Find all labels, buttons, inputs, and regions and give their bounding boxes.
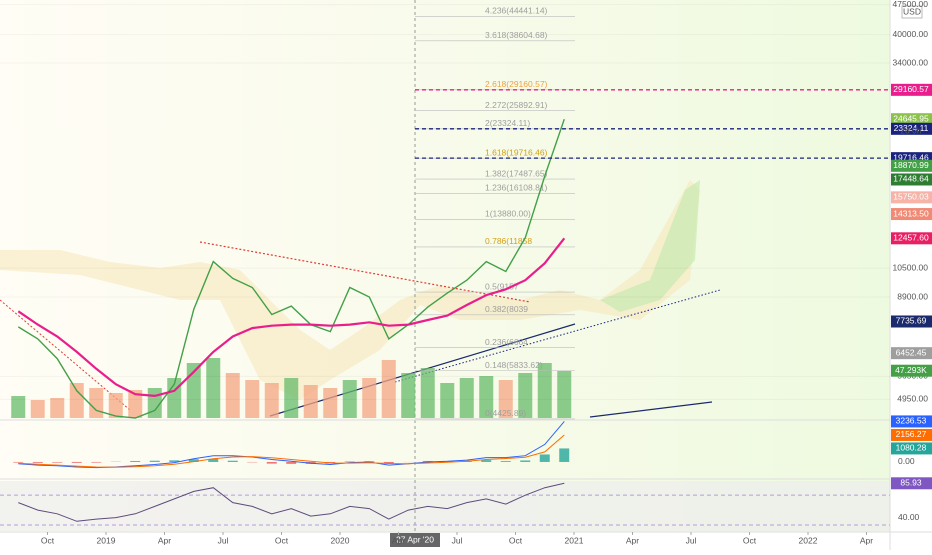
fib-label: 1.236(16108.81)	[485, 183, 548, 193]
macd-histogram-bar	[72, 462, 82, 463]
macd-tag: 2156.27	[896, 429, 927, 439]
volume-bar	[70, 383, 84, 418]
fib-label: 0.148(5833.62)	[485, 360, 543, 370]
volume-bar	[362, 378, 376, 418]
volume-bar	[50, 398, 64, 418]
macd-histogram-bar	[559, 448, 569, 462]
price-tag: 24645.95	[893, 113, 929, 123]
rsi-background	[0, 481, 890, 531]
volume-tag: 47.293K	[895, 365, 927, 375]
macd-histogram-bar	[345, 461, 355, 462]
price-tag: 12457.60	[893, 233, 929, 243]
y-tick-label: 40.00	[898, 512, 920, 522]
price-tag: 14313.50	[893, 208, 929, 218]
macd-histogram-bar	[150, 461, 160, 462]
y-tick-label: 34000.00	[893, 57, 929, 67]
volume-bar	[323, 388, 337, 418]
fib-label: 3.618(38604.68)	[485, 30, 548, 40]
volume-bar	[31, 400, 45, 418]
macd-histogram-bar	[91, 462, 101, 463]
fib-label: 4.236(44441.14)	[485, 6, 548, 16]
macd-histogram-bar	[52, 462, 62, 463]
macd-tag: 3236.53	[896, 416, 927, 426]
fib-label: 2.272(25892.91)	[485, 100, 548, 110]
fib-label: 2.618(29160.57)	[485, 79, 548, 89]
x-tick-label: 2021	[565, 535, 584, 545]
volume-bar	[284, 378, 298, 418]
rsi-tag: 85.93	[900, 478, 922, 488]
x-tick-label: Jul	[218, 535, 229, 545]
volume-bar	[226, 373, 240, 418]
price-tag: 6452.45	[896, 347, 927, 357]
y-tick-label: 4950.00	[897, 394, 928, 404]
x-tick-label: 2022	[799, 535, 818, 545]
volume-bar	[538, 363, 552, 418]
macd-histogram-bar	[481, 460, 491, 462]
x-tick-label: Jul	[686, 535, 697, 545]
y-tick-label: 40000.00	[893, 29, 929, 39]
price-tag: 18870.99	[893, 160, 929, 170]
x-tick-label: Oct	[41, 535, 55, 545]
volume-bar	[304, 385, 318, 418]
volume-bar	[421, 368, 435, 418]
x-tick-label: Oct	[275, 535, 289, 545]
fib-label: 2(23324.11)	[485, 118, 530, 128]
macd-histogram-bar	[520, 460, 530, 462]
volume-bar	[265, 383, 279, 418]
macd-histogram-bar	[286, 462, 296, 464]
fib-label: 1.382(17487.65)	[485, 168, 548, 178]
y-tick-label: 47500.00	[893, 0, 929, 9]
price-tag: 7735.69	[896, 316, 927, 326]
y-tick-label: 8900.00	[897, 291, 928, 301]
macd-histogram-bar	[13, 462, 23, 463]
macd-histogram-bar	[228, 461, 238, 462]
macd-histogram-bar	[267, 462, 277, 464]
x-tick-label: 2020	[331, 535, 350, 545]
fib-label: 1(13880.00)	[485, 209, 531, 219]
x-tick-label: Oct	[509, 535, 523, 545]
countdown: 2d 0h	[900, 125, 922, 135]
fib-label: 1.618(19716.46)	[485, 147, 548, 157]
volume-bar	[382, 360, 396, 418]
fib-label: 0(4425.89)	[485, 408, 526, 418]
x-tick-label: Jul	[452, 535, 463, 545]
y-tick-label: 10500.00	[893, 262, 929, 272]
macd-tag: 1080.28	[896, 443, 927, 453]
x-tick-label: Apr	[626, 535, 639, 545]
x-tick-label: 2019	[97, 535, 116, 545]
macd-histogram-bar	[501, 461, 511, 462]
volume-bar	[206, 358, 220, 418]
volume-bar	[440, 383, 454, 418]
volume-bar	[401, 373, 415, 418]
x-tick-label: Oct	[743, 535, 757, 545]
fib-label: 0.382(8039	[485, 304, 528, 314]
y-tick-label: 0.00	[898, 456, 915, 466]
price-tag: 29160.57	[893, 84, 929, 94]
price-tag: 17448.64	[893, 174, 929, 184]
x-tick-label: Apr	[392, 535, 405, 545]
volume-bar	[460, 378, 474, 418]
macd-histogram-bar	[33, 462, 43, 463]
volume-bar	[557, 371, 571, 418]
fib-label: 0.236(6664	[485, 337, 528, 347]
macd-histogram-bar	[540, 454, 550, 462]
price-tag: 15750.03	[893, 192, 929, 202]
x-tick-label: Apr	[158, 535, 171, 545]
macd-histogram-bar	[130, 461, 140, 462]
volume-bar	[89, 388, 103, 418]
x-tick-label: Apr	[860, 535, 873, 545]
